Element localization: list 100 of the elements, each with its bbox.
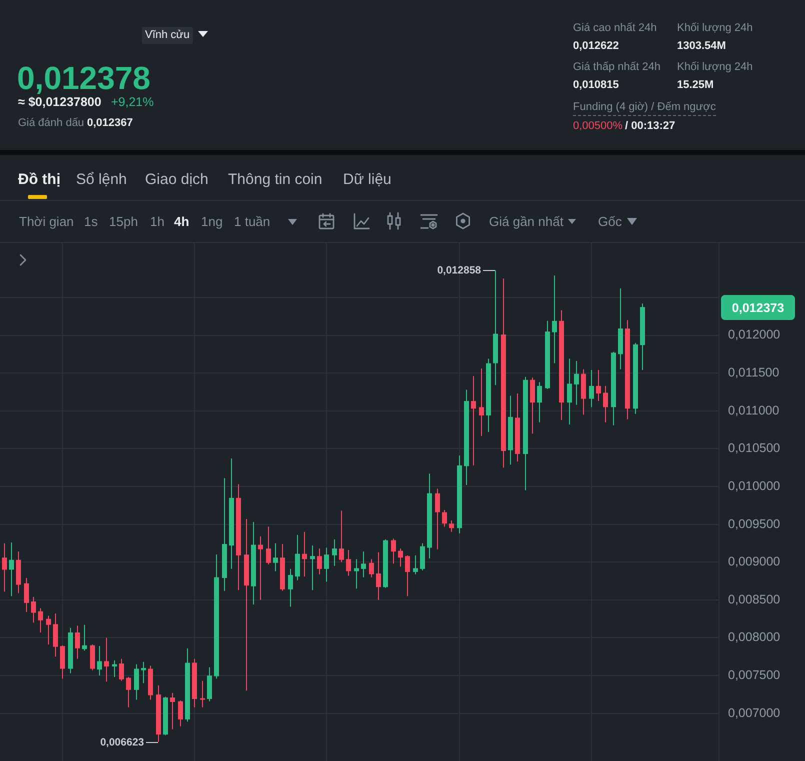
candlestick bbox=[361, 551, 366, 578]
text: 1 tuần bbox=[234, 214, 270, 229]
candlestick bbox=[574, 360, 579, 406]
candlestick bbox=[391, 538, 396, 564]
text: 0,010815 bbox=[573, 79, 619, 91]
text: 0,012622 bbox=[573, 40, 619, 52]
candlestick bbox=[53, 613, 58, 658]
text: 1ng bbox=[201, 214, 223, 229]
candlestick bbox=[552, 275, 557, 364]
candlestick bbox=[46, 615, 51, 646]
text: 0,012373 bbox=[732, 300, 784, 314]
text: / 00:13:27 bbox=[625, 120, 676, 132]
text: 1s bbox=[84, 214, 98, 229]
candlestick bbox=[530, 377, 535, 434]
text: Giao dịch bbox=[145, 171, 208, 188]
y-tick-label: 0,009000 bbox=[728, 554, 780, 569]
text: Giá đánh dấu bbox=[18, 117, 84, 129]
candlestick bbox=[310, 544, 315, 591]
candlestick bbox=[295, 534, 300, 581]
text: Giá gần nhất bbox=[489, 214, 564, 229]
candlestick bbox=[405, 554, 410, 597]
text: Thông tin coin bbox=[228, 171, 322, 188]
text: Dữ liệu bbox=[343, 171, 392, 188]
text: ≈ $0,01237800 bbox=[18, 95, 102, 109]
text: Funding (4 giờ) / Đếm ngược bbox=[573, 101, 716, 116]
candlestick bbox=[413, 554, 418, 575]
candlestick bbox=[104, 637, 109, 682]
candlestick bbox=[435, 488, 440, 550]
candlestick bbox=[170, 692, 175, 730]
candlestick bbox=[346, 550, 351, 576]
text: Đồ thị bbox=[18, 171, 60, 188]
candlestick bbox=[134, 664, 139, 700]
text: Khối lượng 24h bbox=[677, 22, 753, 34]
y-tick-label: 0,009500 bbox=[728, 516, 780, 531]
annotation: 0,006623 bbox=[100, 736, 144, 748]
candlestick bbox=[273, 542, 278, 572]
candlestick bbox=[38, 608, 43, 633]
candlestick bbox=[324, 547, 329, 582]
y-tick-label: 0,010000 bbox=[728, 478, 780, 493]
text: 1h bbox=[150, 214, 164, 229]
y-tick-label: 0,008500 bbox=[728, 592, 780, 606]
candlestick bbox=[2, 542, 7, 592]
candlestick bbox=[479, 368, 484, 436]
candlestick bbox=[603, 385, 608, 423]
text: Giá thấp nhất 24h bbox=[573, 61, 660, 73]
candlestick bbox=[141, 661, 146, 684]
candlestick bbox=[126, 676, 131, 708]
candlestick bbox=[207, 666, 212, 702]
candlestick bbox=[537, 382, 542, 423]
y-tick-label: 0,007500 bbox=[728, 668, 780, 682]
text: Sổ lệnh bbox=[76, 171, 127, 188]
candlestick bbox=[82, 624, 87, 652]
candlestick bbox=[178, 700, 183, 727]
candlestick bbox=[60, 644, 65, 680]
candlestick bbox=[449, 520, 454, 532]
candlestick bbox=[596, 370, 601, 402]
annotation: 0,012858 bbox=[437, 264, 482, 276]
candlestick bbox=[302, 531, 307, 577]
text: 0,00500% bbox=[573, 120, 623, 132]
y-tick-label: 0,010500 bbox=[728, 441, 780, 456]
candlestick bbox=[332, 538, 337, 566]
candlestick bbox=[471, 376, 476, 466]
text: 15.25M bbox=[677, 79, 714, 91]
candlestick bbox=[376, 552, 381, 600]
candlestick bbox=[589, 370, 594, 408]
candlestick bbox=[339, 510, 344, 563]
candlestick bbox=[317, 548, 322, 575]
candlestick bbox=[288, 568, 293, 608]
text: 0,012378 bbox=[17, 60, 150, 96]
text: 4h bbox=[174, 214, 190, 229]
candlestick bbox=[258, 536, 263, 600]
text: Gốc bbox=[598, 214, 622, 229]
text: Thời gian bbox=[19, 214, 74, 229]
candlestick bbox=[75, 625, 80, 660]
y-tick-label: 0,007000 bbox=[728, 706, 780, 720]
text: Giá cao nhất 24h bbox=[573, 22, 657, 34]
candlestick bbox=[266, 526, 271, 565]
candlestick bbox=[31, 596, 36, 624]
candlestick bbox=[90, 644, 95, 671]
text: 15ph bbox=[109, 214, 138, 229]
candlestick bbox=[420, 542, 425, 571]
candlestick bbox=[567, 358, 572, 425]
text: 1303.54M bbox=[677, 40, 726, 52]
candlestick bbox=[24, 578, 29, 613]
text: Khối lượng 24h bbox=[677, 61, 753, 73]
candlestick bbox=[369, 558, 374, 578]
text: +9,21% bbox=[111, 95, 154, 109]
candlestick bbox=[398, 548, 403, 568]
y-tick-label: 0,012000 bbox=[728, 328, 780, 342]
candlestick bbox=[119, 658, 124, 682]
y-tick-label: 0,011500 bbox=[728, 366, 780, 380]
text: Vĩnh cửu bbox=[145, 29, 190, 41]
text: 0,012367 bbox=[87, 117, 133, 129]
y-tick-label: 0,011000 bbox=[728, 403, 780, 418]
candlestick bbox=[112, 660, 117, 678]
candlestick bbox=[200, 680, 205, 708]
candlestick bbox=[442, 509, 447, 528]
candlestick bbox=[97, 646, 102, 676]
candlestick bbox=[354, 558, 359, 590]
y-tick-label: 0,008000 bbox=[728, 630, 780, 644]
